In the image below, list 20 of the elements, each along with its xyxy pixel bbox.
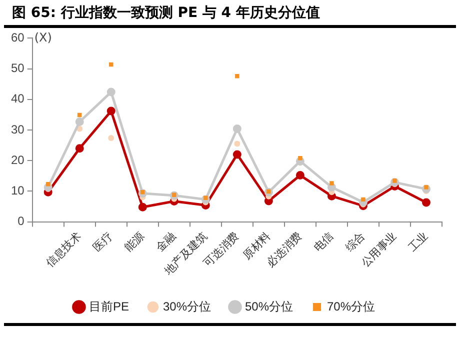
x-tick-label: 综合 <box>342 230 368 254</box>
legend-label: 50%分位 <box>244 299 294 314</box>
x-tick-label: 电信 <box>311 230 336 254</box>
y-tick-label: 20 <box>10 152 25 167</box>
legend-label: 70%分位 <box>327 299 376 314</box>
legend-label: 目前PE <box>88 299 129 314</box>
y-tick-label: 30 <box>10 122 25 136</box>
x-tick-label: 医疗 <box>90 230 116 254</box>
x-tick-label: 工业 <box>406 230 431 254</box>
x-tick-label: 金融 <box>154 230 178 254</box>
legend-label: 30%分位 <box>162 299 212 314</box>
y-axis-title: (X) <box>34 30 52 44</box>
y-tick-label: 50 <box>10 61 25 76</box>
y-tick-label: 0 <box>18 214 25 228</box>
chart-title: 图 65: 行业指数一致预测 PE 与 4 年历史分位值 <box>4 0 456 28</box>
x-tick-label: 信息技术 <box>44 230 84 270</box>
y-tick-label: 10 <box>10 183 25 198</box>
y-tick-label: 60 <box>10 30 25 45</box>
x-tick-label: 能源 <box>122 230 147 254</box>
y-tick-label: 40 <box>10 92 25 106</box>
